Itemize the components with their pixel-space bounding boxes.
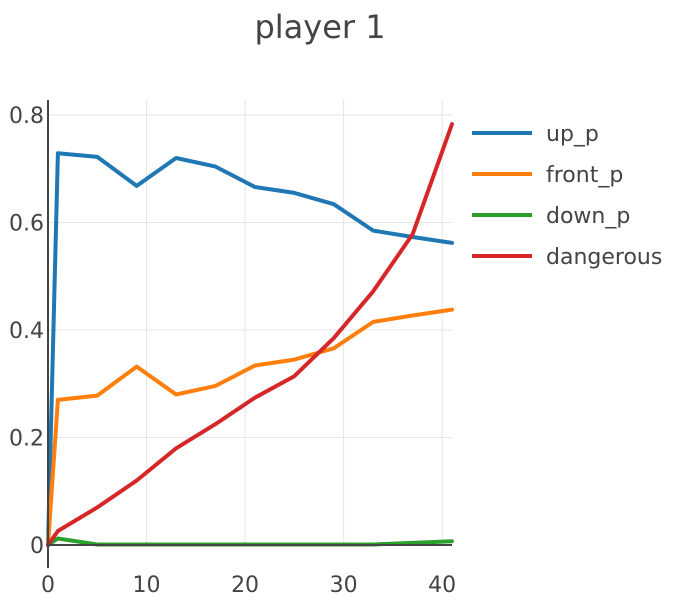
legend-label: down_p [546,204,630,229]
legend-item-up_p[interactable]: up_p [472,122,599,147]
series-line-dangerous [46,122,454,547]
axes: 0 10 20 30 40 0 0.2 0.4 0.6 0.8 [9,100,456,598]
legend-item-down_p[interactable]: down_p [472,204,630,229]
series-layer [46,122,454,547]
chart-title: player 1 [254,8,385,46]
x-tick-label: 30 [330,573,358,598]
grid [48,100,452,545]
legend[interactable]: up_p front_p down_p dangerous [472,122,662,270]
y-tick-label: 0.4 [9,319,44,344]
legend-label: dangerous [546,245,662,270]
y-tick-label: 0.2 [9,427,44,452]
legend-item-front_p[interactable]: front_p [472,163,623,188]
y-tick-label: 0.8 [9,104,44,129]
x-tick-label: 40 [428,573,456,598]
y-tick-label: 0 [30,534,44,559]
legend-item-dangerous[interactable]: dangerous [472,245,662,270]
x-tick-label: 10 [133,573,161,598]
x-tick-label: 20 [231,573,259,598]
x-tick-label: 0 [41,573,55,598]
series-line-up_p [46,151,454,547]
y-tick-label: 0.6 [9,212,44,237]
series-line-front_p [46,307,454,547]
legend-label: up_p [546,122,599,147]
legend-label: front_p [546,163,623,188]
